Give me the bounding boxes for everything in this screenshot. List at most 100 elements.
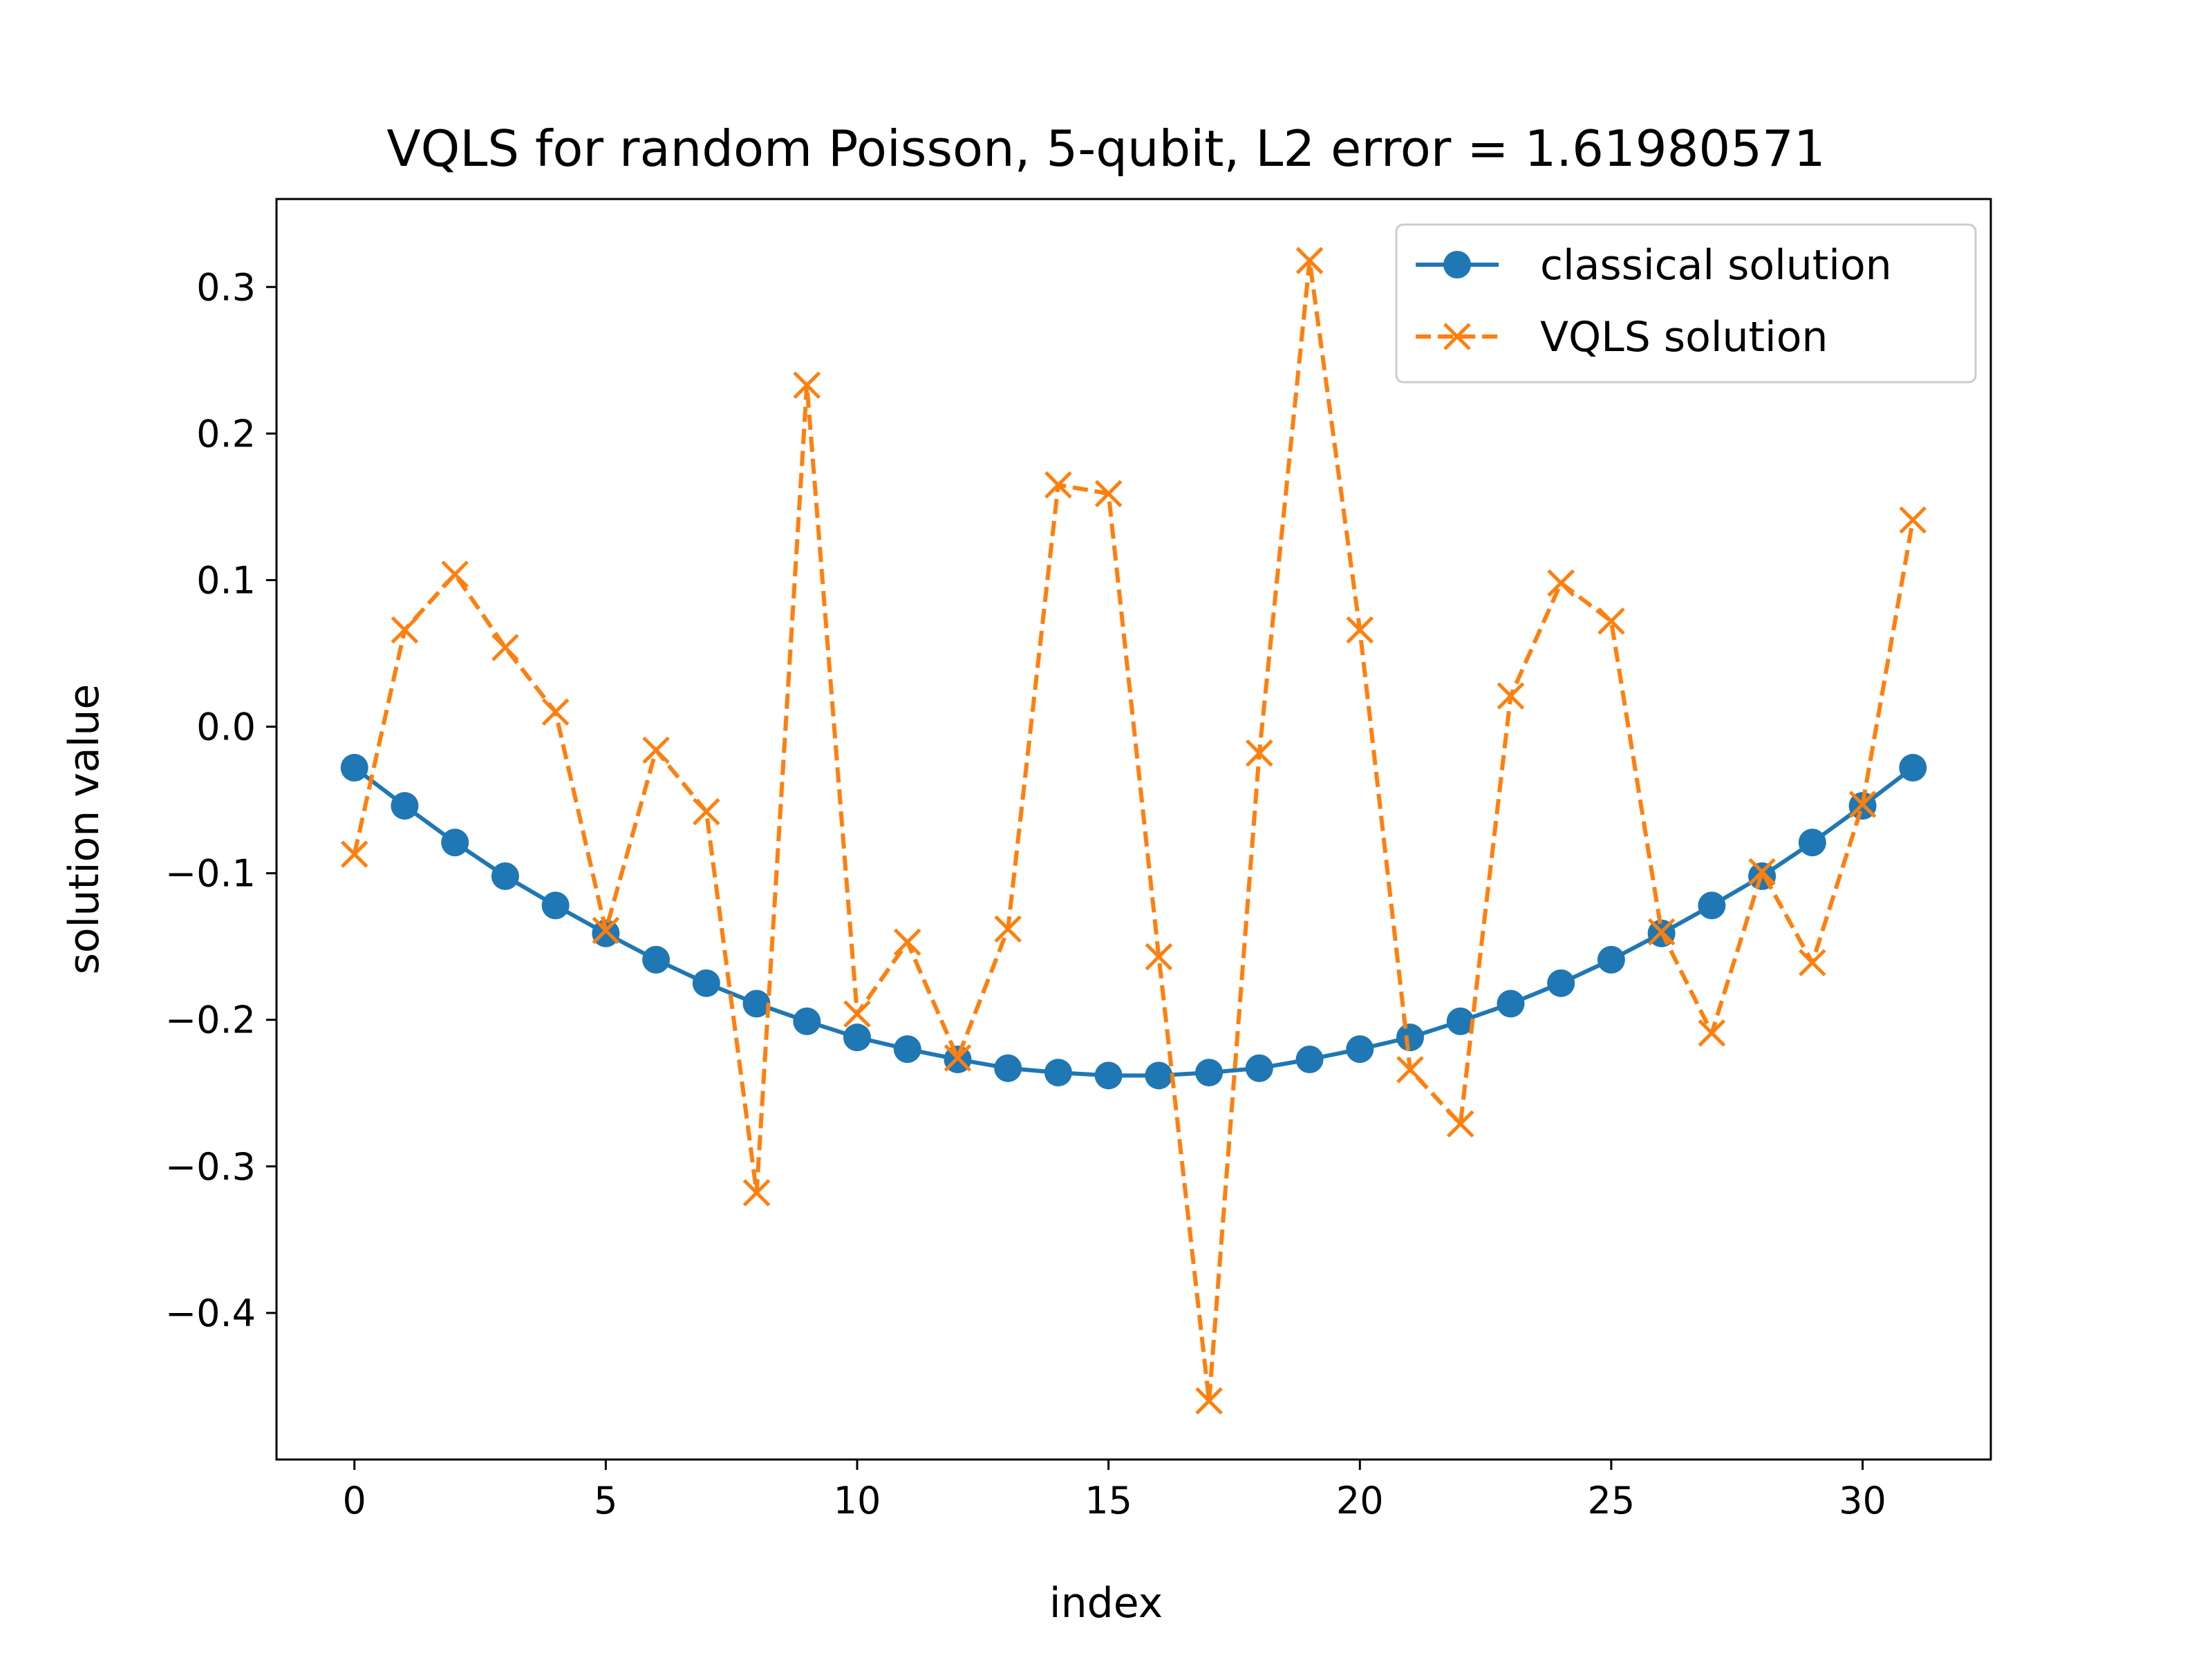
vqls-marker-stroke (1195, 1387, 1223, 1415)
x-tick-label: 25 (1588, 1479, 1635, 1522)
vqls-solution-point (742, 1179, 771, 1207)
vqls-marker-stroke (1647, 918, 1676, 946)
vqls-solution-point (541, 698, 570, 726)
vqls-solution-point (1799, 949, 1826, 976)
y-tick-label: −0.2 (165, 999, 256, 1042)
classical-solution-point (1597, 945, 1625, 974)
vqls-marker-stroke (994, 915, 1022, 943)
vqls-marker-stroke (1547, 569, 1575, 597)
vqls-solution-point (1246, 739, 1273, 767)
vqls-marker-stroke (1848, 791, 1877, 818)
y-tick-label: −0.3 (165, 1145, 256, 1189)
y-tick-label: −0.1 (165, 852, 256, 896)
vqls-marker-stroke (491, 634, 519, 661)
vqls-solution-line (352, 258, 1915, 1404)
vqls-solution-point (642, 736, 670, 764)
classical-solution-point (541, 891, 570, 920)
classical-solution-point (1245, 1054, 1273, 1082)
vqls-solution-point (893, 928, 921, 956)
classical-solution-point (1698, 891, 1726, 920)
vqls-marker-stroke (1145, 943, 1173, 971)
vqls-solution-point (843, 1000, 871, 1028)
classical-solution-point (1547, 969, 1575, 997)
legend: classical solution VQLS solution (1395, 223, 1977, 384)
vqls-marker-stroke (441, 560, 469, 588)
classical-solution-point (1295, 1045, 1324, 1073)
vqls-solution-point (693, 797, 720, 826)
classical-solution-point (592, 919, 620, 947)
y-axis-label: solution value (60, 684, 109, 975)
chart-title: VQLS for random Poisson, 5-qubit, L2 err… (386, 120, 1825, 178)
classical-solution-point (1195, 1059, 1224, 1087)
classical-solution-point (1044, 1059, 1072, 1087)
classical-solution-point (1899, 753, 1927, 782)
legend-label: classical solution (1540, 241, 1892, 290)
vqls-solution-point (1195, 1387, 1223, 1415)
legend-circle-marker (1443, 251, 1471, 278)
vqls-solution-point (994, 915, 1022, 943)
vqls-solution-point (1899, 506, 1927, 534)
vqls-marker-stroke (693, 797, 720, 826)
vqls-solution-point (1748, 858, 1776, 886)
legend-x-marker (1443, 323, 1471, 350)
vqls-marker-stroke (843, 1000, 871, 1028)
vqls-solution-point (441, 560, 469, 588)
vqls-solution-point (491, 634, 519, 661)
x-tick-label: 10 (834, 1479, 881, 1522)
vqls-solution-point (1396, 1056, 1424, 1084)
y-tick-label: 0.2 (196, 412, 256, 455)
vqls-solution-point (944, 1044, 972, 1072)
classical-solution-point (1145, 1061, 1173, 1090)
x-tick-label: 20 (1336, 1479, 1384, 1522)
classical-solution-point (1346, 1035, 1374, 1064)
classical-solution-point (893, 1035, 921, 1064)
vqls-marker-stroke (1899, 506, 1927, 534)
vqls-marker-stroke (391, 616, 419, 644)
y-tick-label: −0.4 (165, 1292, 256, 1335)
y-tick-label: 0.3 (196, 265, 256, 309)
vqls-marker-stroke (1446, 1110, 1474, 1138)
classical-solution-point (994, 1054, 1022, 1082)
vqls-solution-point (1848, 791, 1877, 818)
vqls-solution-point (1547, 569, 1575, 597)
vqls-marker-stroke (1396, 1056, 1424, 1084)
vqls-marker-stroke (340, 840, 368, 868)
classical-solution-point (843, 1023, 871, 1052)
classical-solution-point (1396, 1023, 1424, 1052)
vqls-marker-stroke (642, 736, 670, 764)
vqls-marker-stroke (1295, 247, 1324, 274)
vqls-solution-point (1446, 1110, 1474, 1138)
vqls-marker-stroke (793, 371, 821, 399)
x-axis-label: index (1049, 1579, 1163, 1627)
legend-entry-vqls: VQLS solution (1416, 313, 1828, 361)
vqls-marker-stroke (1246, 739, 1273, 767)
vqls-marker-stroke (944, 1044, 972, 1072)
classical-solution-point (441, 829, 469, 857)
classical-solution-point (1798, 829, 1826, 857)
vqls-solution-point (1044, 471, 1072, 499)
vqls-solution-point (1698, 1019, 1726, 1047)
vqls-marker-stroke (1698, 1019, 1726, 1047)
vqls-solution-point (1295, 247, 1324, 274)
classical-solution-point (793, 1007, 821, 1035)
vqls-marker-stroke (1044, 471, 1072, 499)
vqls-solution-point (592, 916, 620, 945)
vqls-solution-point (340, 840, 368, 868)
vqls-solution-point (1497, 682, 1525, 710)
x-tick-label: 30 (1839, 1479, 1886, 1522)
vqls-solution-series (340, 247, 1927, 1415)
classical-solution-point (1094, 1061, 1123, 1090)
x-tick-label: 0 (343, 1479, 366, 1522)
vqls-marker-stroke (592, 916, 620, 945)
vqls-marker-stroke (1799, 949, 1826, 976)
vqls-marker-stroke (1497, 682, 1525, 710)
vqls-solution-point (1346, 616, 1374, 644)
classical-solution-point (1446, 1007, 1474, 1035)
vqls-solution-point (1094, 480, 1123, 508)
vqls-marker-stroke (1748, 858, 1776, 886)
legend-box (1395, 223, 1977, 384)
classical-solution-point (642, 945, 671, 974)
classical-solution-point (742, 990, 771, 1018)
legend-label: VQLS solution (1540, 313, 1828, 361)
y-tick-label: 0.0 (196, 706, 256, 749)
